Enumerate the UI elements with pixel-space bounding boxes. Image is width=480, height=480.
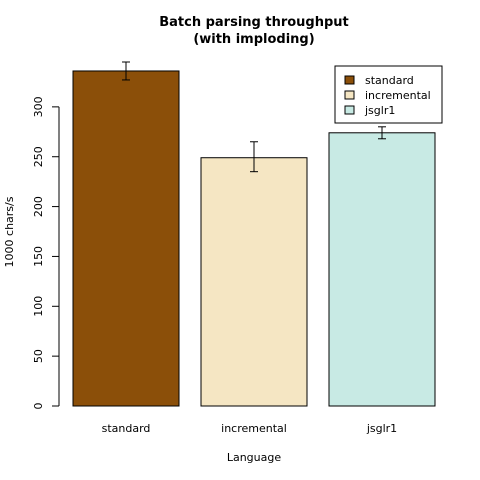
legend-label: jsglr1 [364, 104, 395, 117]
legend-swatch [344, 90, 355, 100]
chart-title-line1: Batch parsing throughput [159, 15, 349, 30]
bars [72, 70, 436, 407]
x-tick-label: standard [102, 422, 151, 435]
y-tick-label: 200 [32, 196, 45, 217]
error-bars [122, 61, 386, 173]
y-tick-label: 300 [32, 96, 45, 117]
chart-title-line2: (with imploding) [193, 32, 314, 47]
x-tick-label: jsglr1 [366, 422, 397, 435]
bar-incremental [200, 157, 308, 407]
legend: standard incremental jsglr1 [334, 65, 443, 124]
y-tick-label: 0 [32, 403, 45, 410]
legend-swatch [344, 105, 355, 115]
y-tick-label: 150 [32, 246, 45, 267]
y-tick-label: 100 [32, 296, 45, 317]
bar-jsglr1 [328, 132, 436, 407]
y-axis-label: 1000 chars/s [3, 196, 16, 267]
y-axis: 0 50 100 150 200 250 300 [32, 96, 60, 410]
legend-swatch [344, 75, 355, 85]
x-axis-label: Language [227, 451, 282, 464]
x-tick-label: incremental [221, 422, 287, 435]
y-tick-label: 250 [32, 146, 45, 167]
legend-label: standard [365, 74, 414, 87]
legend-label: incremental [365, 89, 431, 102]
x-tick-labels: standard incremental jsglr1 [102, 422, 398, 435]
bar-standard [72, 70, 180, 407]
y-tick-label: 50 [32, 349, 45, 363]
